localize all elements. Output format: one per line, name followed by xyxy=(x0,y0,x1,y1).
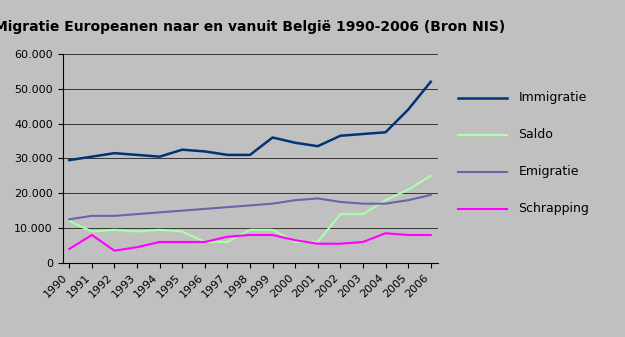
Text: Schrapping: Schrapping xyxy=(518,203,589,215)
Text: Saldo: Saldo xyxy=(518,128,553,141)
Text: Emigratie: Emigratie xyxy=(518,165,579,178)
Text: Immigratie: Immigratie xyxy=(518,91,587,104)
Text: Migratie Europeanen naar en vanuit België 1990-2006 (Bron NIS): Migratie Europeanen naar en vanuit Belgi… xyxy=(0,20,506,34)
